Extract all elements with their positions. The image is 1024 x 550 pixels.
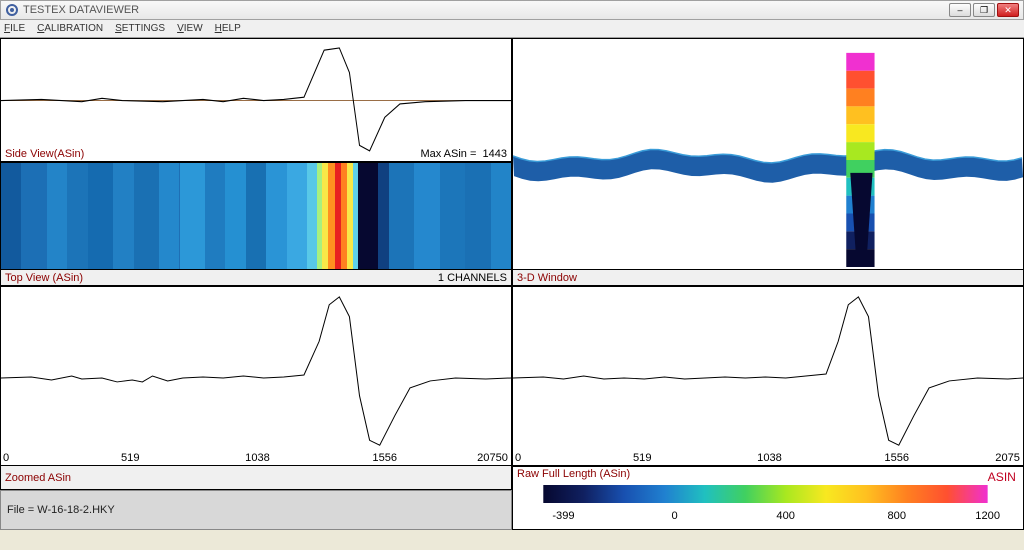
minimize-button[interactable]: – <box>949 3 971 17</box>
window-title: TESTEX DATAVIEWER <box>23 4 949 16</box>
zoomed-label: Zoomed ASin <box>0 466 512 490</box>
svg-text:-399: -399 <box>552 510 574 522</box>
three-d-panel[interactable] <box>512 38 1024 270</box>
svg-text:1556: 1556 <box>372 452 397 464</box>
menubar: FILE CALIBRATION SETTINGS VIEW HELP <box>0 20 1024 38</box>
menu-help[interactable]: HELP <box>215 23 241 34</box>
svg-text:1038: 1038 <box>245 452 270 464</box>
max-asin-readout: Max ASin = 1443 <box>420 148 507 160</box>
raw-label: Raw Full Length (ASin) <box>517 468 630 480</box>
top-view-panel <box>0 162 512 270</box>
svg-text:ASIN: ASIN <box>988 470 1016 484</box>
side-view-panel: Side View(ASin) Max ASin = 1443 <box>0 38 512 162</box>
channels-label: 1 CHANNELS <box>438 272 507 284</box>
menu-view[interactable]: VIEW <box>177 23 203 34</box>
svg-text:519: 519 <box>633 452 652 464</box>
three-d-label: 3-D Window <box>512 270 1024 286</box>
svg-text:400: 400 <box>776 510 795 522</box>
svg-text:1038: 1038 <box>757 452 782 464</box>
svg-text:800: 800 <box>887 510 906 522</box>
zoomed-panel: 0 519 1038 1556 20750 <box>0 286 512 466</box>
close-button[interactable]: ✕ <box>997 3 1019 17</box>
maximize-button[interactable]: ❐ <box>973 3 995 17</box>
raw-panel: 0 519 1038 1556 2075 <box>512 286 1024 466</box>
file-row: File = W-16-18-2.HKY <box>0 490 512 530</box>
top-view-label: Top View (ASin) <box>5 272 83 284</box>
file-name: W-16-18-2.HKY <box>37 504 114 516</box>
svg-text:1556: 1556 <box>884 452 909 464</box>
titlebar: TESTEX DATAVIEWER – ❐ ✕ <box>0 0 1024 20</box>
side-view-label: Side View(ASin) <box>5 148 84 160</box>
svg-text:2075: 2075 <box>995 452 1020 464</box>
svg-text:0: 0 <box>671 510 677 522</box>
svg-text:1200: 1200 <box>975 510 1000 522</box>
svg-text:0: 0 <box>3 452 9 464</box>
menu-calibration[interactable]: CALIBRATION <box>37 23 103 34</box>
svg-text:519: 519 <box>121 452 140 464</box>
menu-file[interactable]: FILE <box>4 23 25 34</box>
menu-settings[interactable]: SETTINGS <box>115 23 165 34</box>
colorbar-panel: ASIN -399 0 400 800 1200 Raw Full Length (ASi… <box>512 466 1024 530</box>
app-icon <box>5 3 19 17</box>
svg-text:20750: 20750 <box>477 452 508 464</box>
svg-text:0: 0 <box>515 452 521 464</box>
